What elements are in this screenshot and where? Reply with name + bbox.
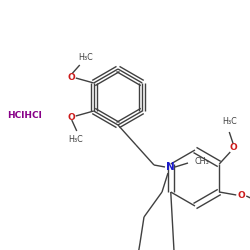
Text: HClHCl: HClHCl <box>6 110 42 120</box>
Text: O: O <box>237 192 245 200</box>
Text: O: O <box>229 144 237 152</box>
Text: H₃C: H₃C <box>68 134 83 143</box>
Text: H₃C: H₃C <box>78 52 93 62</box>
Text: O: O <box>68 112 76 122</box>
Text: N: N <box>166 162 174 172</box>
Text: H₃C: H₃C <box>222 118 236 126</box>
Text: O: O <box>68 72 76 82</box>
Text: CH₃: CH₃ <box>194 156 210 166</box>
